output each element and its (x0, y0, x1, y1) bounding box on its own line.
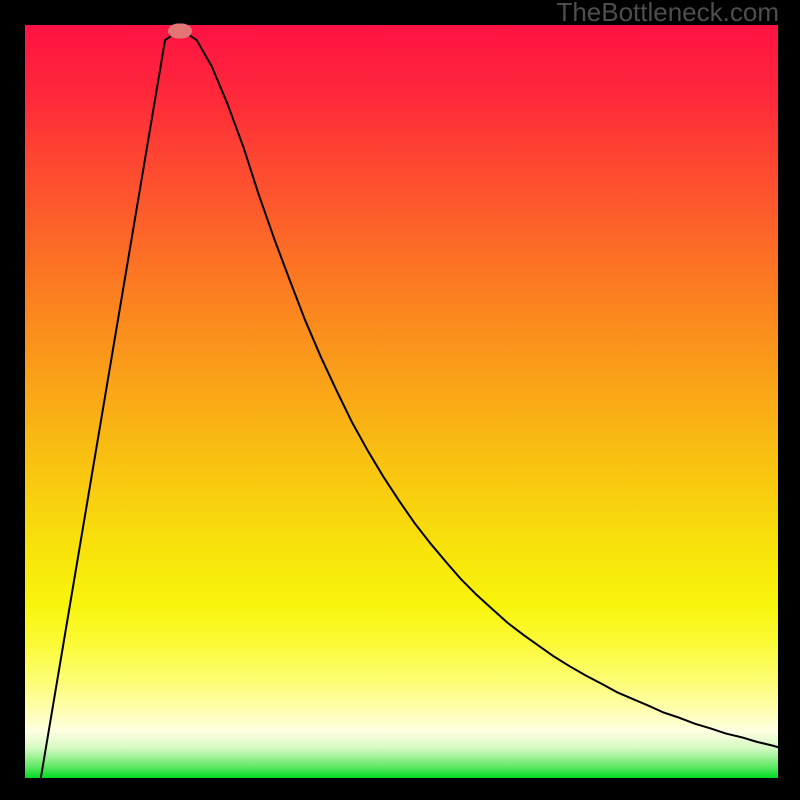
plot-area (25, 25, 778, 778)
chart-container: TheBottleneck.com (0, 0, 800, 800)
optimum-marker (168, 24, 192, 39)
watermark-text: TheBottleneck.com (556, 0, 779, 28)
gradient-background (25, 25, 778, 778)
